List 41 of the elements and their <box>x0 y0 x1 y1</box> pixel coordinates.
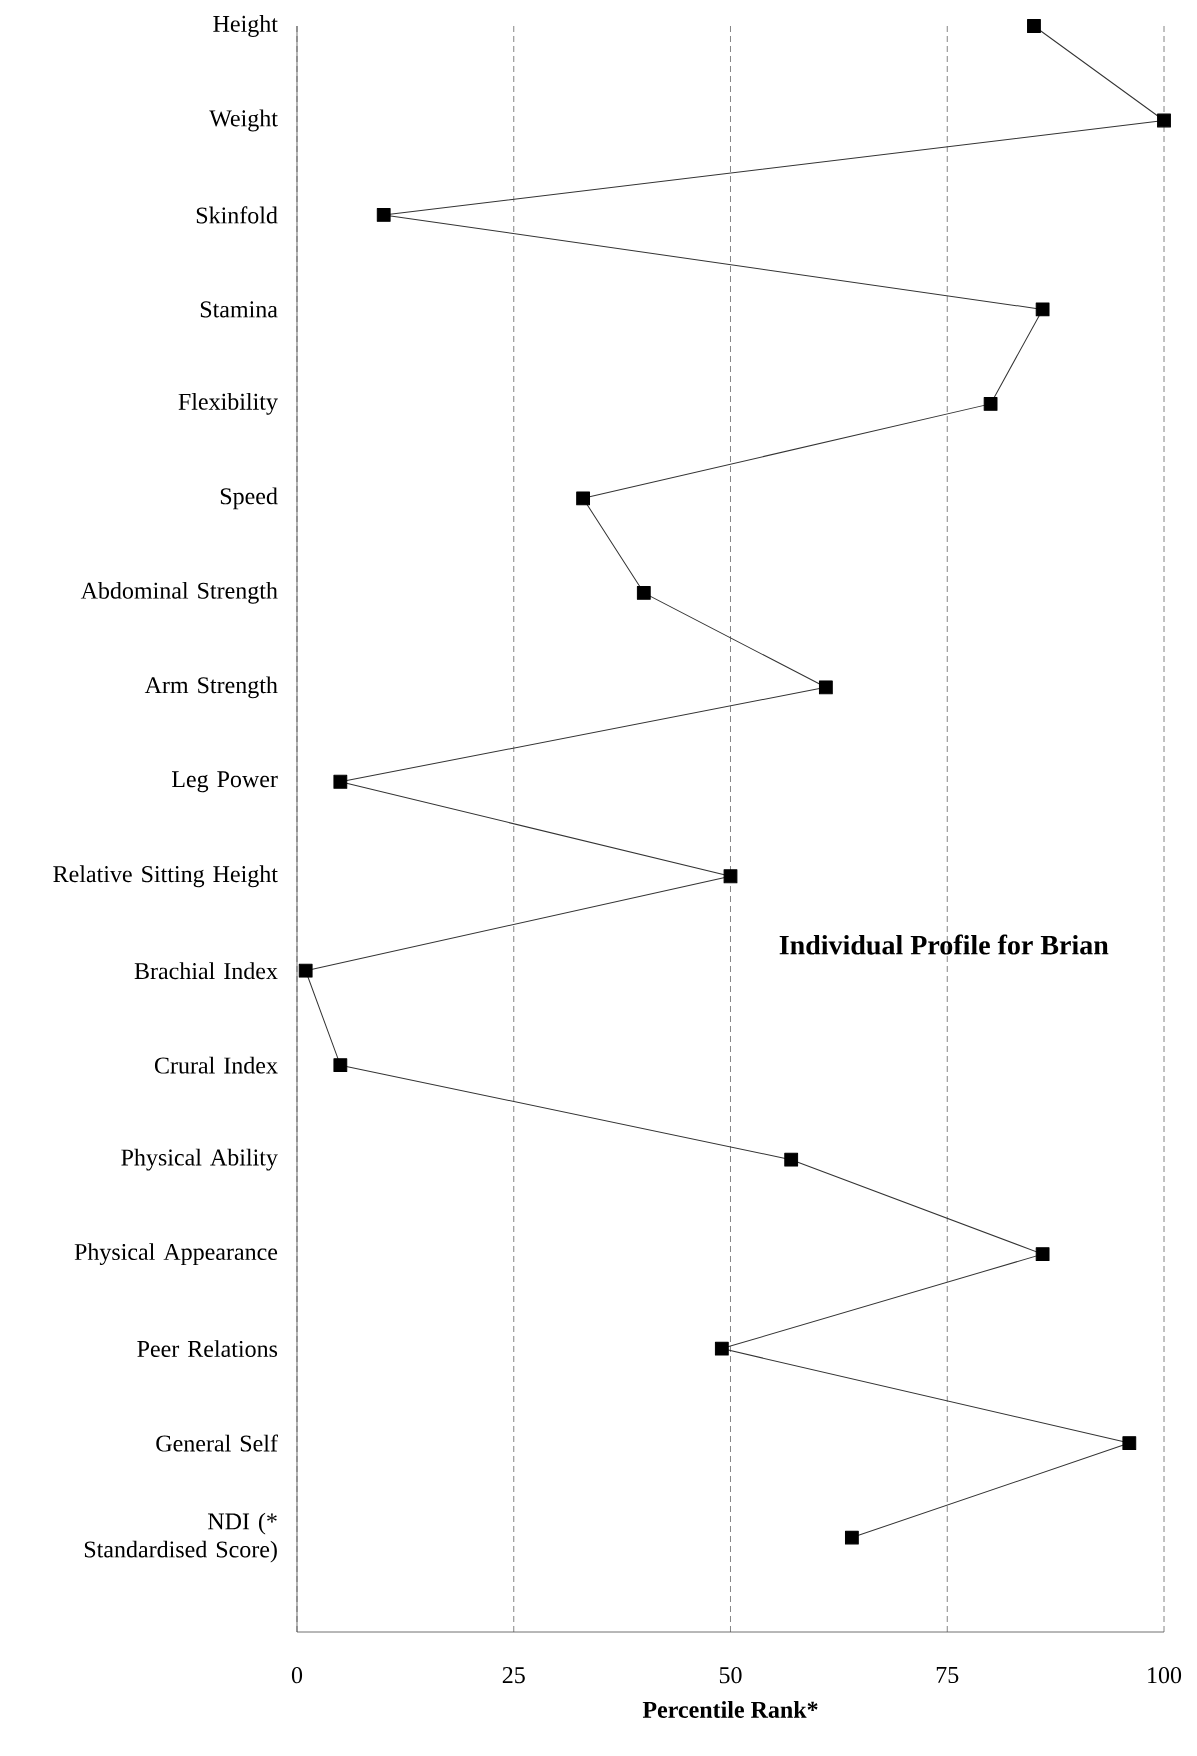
y-tick-label: Abdominal Strength <box>80 581 278 604</box>
y-tick-label: NDI (* Standardised Score) <box>84 1512 277 1563</box>
x-tick-label: 0 <box>291 1667 303 1684</box>
y-tick-label: Leg Power <box>171 771 278 793</box>
y-tick-label: Physical Appearance <box>74 1243 278 1266</box>
y-tick-label: Peer Relations <box>137 1340 278 1358</box>
point <box>1157 113 1171 128</box>
y-tick-label: Speed <box>220 487 278 510</box>
x-tick-label: 75 <box>936 1667 959 1684</box>
y-tick-label: Stamina <box>200 301 278 318</box>
y-tick-label: Physical Ability <box>121 1148 278 1171</box>
y-tick-label: Height <box>213 15 278 37</box>
y-tick-label: Crural Index <box>154 1056 278 1074</box>
x-tick-label: 25 <box>502 1667 525 1684</box>
point <box>298 963 313 978</box>
y-tick-label: Arm Strength <box>144 676 278 699</box>
point <box>376 208 391 222</box>
point <box>818 680 833 695</box>
y-tick-label: Brachial Index <box>134 962 278 980</box>
y-tick-label: Skinfold <box>196 206 278 224</box>
x-tick-label: 100 <box>1148 1667 1182 1684</box>
y-tick-label: Flexibility <box>178 392 278 415</box>
point <box>714 1341 729 1356</box>
point <box>333 1058 348 1073</box>
y-tick-label: Relative Sitting Height <box>53 865 278 888</box>
point <box>1122 1436 1137 1450</box>
point <box>1035 302 1050 317</box>
point <box>636 585 651 600</box>
point <box>844 1530 859 1545</box>
text: Individual Profile for Brian <box>779 934 1109 955</box>
point <box>1035 1247 1050 1262</box>
point <box>333 774 348 789</box>
y-tick-label: General Self <box>156 1434 278 1452</box>
point <box>784 1152 799 1167</box>
point <box>1027 19 1041 33</box>
x-tick-label: 50 <box>719 1667 742 1684</box>
y-tick-label: Weight <box>209 109 278 132</box>
point <box>723 869 738 884</box>
point <box>576 491 591 506</box>
x-axis-title: Percentile Rank* <box>642 1701 818 1718</box>
point <box>983 396 998 411</box>
